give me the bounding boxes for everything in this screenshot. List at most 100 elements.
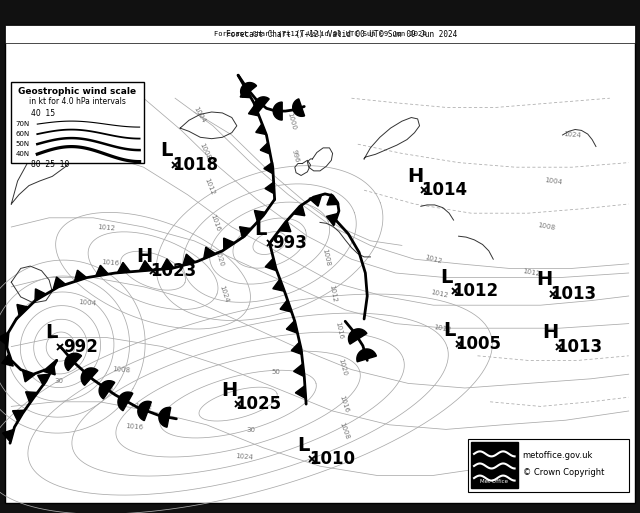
- Text: Forecast Chart (T+12) Valid 00 UTC Sun 09 Jun 2024: Forecast Chart (T+12) Valid 00 UTC Sun 0…: [225, 30, 457, 38]
- Polygon shape: [260, 143, 270, 154]
- Text: 1008: 1008: [113, 366, 131, 373]
- Text: 1008: 1008: [338, 421, 350, 440]
- Text: in kt for 4.0 hPa intervals: in kt for 4.0 hPa intervals: [29, 96, 126, 106]
- Polygon shape: [99, 381, 115, 399]
- Polygon shape: [241, 83, 257, 97]
- Polygon shape: [273, 102, 282, 120]
- Text: L: L: [255, 220, 267, 239]
- Polygon shape: [65, 353, 81, 370]
- Polygon shape: [3, 429, 14, 442]
- Polygon shape: [348, 329, 367, 344]
- Text: 30: 30: [54, 378, 63, 384]
- Polygon shape: [357, 349, 376, 362]
- Polygon shape: [118, 392, 133, 411]
- Polygon shape: [239, 227, 252, 238]
- Polygon shape: [292, 99, 305, 116]
- Text: 1020: 1020: [337, 358, 348, 377]
- Text: Met Office: Met Office: [481, 479, 508, 484]
- Text: L: L: [160, 142, 172, 161]
- Text: L: L: [45, 323, 58, 342]
- Text: H: H: [536, 270, 552, 289]
- Bar: [471, 442, 518, 488]
- Polygon shape: [53, 277, 66, 288]
- Polygon shape: [26, 392, 38, 403]
- Text: 996: 996: [290, 148, 300, 163]
- Polygon shape: [273, 279, 284, 291]
- Text: 50N: 50N: [15, 141, 29, 147]
- Polygon shape: [286, 321, 298, 333]
- Text: 1012: 1012: [97, 224, 115, 232]
- Text: 1008: 1008: [321, 247, 331, 266]
- Text: © Crown Copyright: © Crown Copyright: [523, 468, 604, 478]
- Polygon shape: [183, 254, 195, 265]
- Text: 1018: 1018: [172, 156, 218, 174]
- Text: 1012: 1012: [328, 284, 337, 303]
- Polygon shape: [264, 162, 273, 174]
- Text: L: L: [440, 268, 452, 287]
- Text: 1005: 1005: [456, 336, 502, 353]
- Text: Geostrophic wind scale: Geostrophic wind scale: [19, 87, 136, 95]
- Text: L: L: [444, 321, 456, 340]
- Text: Forecast Chart (T+12) Valid 00 UTC Sun 09 Jun 2024: Forecast Chart (T+12) Valid 00 UTC Sun 0…: [214, 31, 426, 37]
- Polygon shape: [204, 247, 216, 259]
- Polygon shape: [255, 97, 269, 113]
- Text: 1023: 1023: [150, 262, 196, 280]
- Text: H: H: [136, 247, 152, 266]
- Polygon shape: [295, 386, 306, 399]
- Text: 40N: 40N: [15, 151, 29, 157]
- Text: 993: 993: [272, 234, 307, 252]
- Polygon shape: [13, 410, 24, 421]
- Polygon shape: [74, 270, 86, 282]
- Text: 1008: 1008: [538, 223, 556, 231]
- Polygon shape: [293, 204, 305, 216]
- Text: 1012: 1012: [430, 289, 449, 299]
- Text: 1014: 1014: [421, 181, 467, 199]
- Bar: [5, 25, 635, 43]
- Polygon shape: [95, 265, 108, 276]
- Polygon shape: [17, 304, 29, 316]
- Polygon shape: [280, 300, 292, 312]
- Text: 1016: 1016: [102, 259, 120, 266]
- Text: 80  25  10: 80 25 10: [31, 160, 70, 169]
- Text: 1013: 1013: [550, 285, 596, 303]
- Text: 50: 50: [271, 369, 280, 375]
- Text: 1016: 1016: [209, 213, 221, 232]
- Text: H: H: [542, 323, 559, 342]
- Text: H: H: [407, 167, 423, 186]
- Text: 1012: 1012: [522, 268, 540, 278]
- Text: 1010: 1010: [310, 450, 355, 468]
- Bar: [468, 439, 628, 491]
- Polygon shape: [279, 221, 291, 232]
- Polygon shape: [294, 364, 304, 377]
- Polygon shape: [81, 368, 98, 385]
- Text: 1012: 1012: [452, 282, 499, 301]
- Bar: [12, 82, 143, 163]
- Text: 60N: 60N: [15, 131, 29, 137]
- Text: 1013: 1013: [556, 338, 602, 356]
- Polygon shape: [44, 363, 55, 375]
- Text: 1024: 1024: [218, 284, 229, 303]
- Text: 1020: 1020: [214, 248, 225, 267]
- Polygon shape: [0, 332, 8, 345]
- Polygon shape: [240, 88, 251, 97]
- Text: 1004: 1004: [192, 105, 206, 124]
- Text: 30: 30: [246, 427, 255, 433]
- Text: 1012: 1012: [134, 403, 153, 410]
- Text: 1016: 1016: [125, 423, 143, 431]
- Polygon shape: [22, 370, 35, 382]
- Text: 1012: 1012: [204, 177, 216, 196]
- Text: L: L: [297, 436, 310, 455]
- Text: 1008: 1008: [198, 142, 211, 161]
- Polygon shape: [327, 194, 339, 205]
- Text: 1016: 1016: [334, 321, 344, 340]
- Text: 1000: 1000: [287, 112, 297, 131]
- Polygon shape: [138, 401, 151, 421]
- Polygon shape: [161, 259, 174, 269]
- Polygon shape: [265, 182, 275, 194]
- Polygon shape: [256, 124, 266, 134]
- Polygon shape: [265, 258, 276, 271]
- Text: 1004: 1004: [77, 299, 96, 307]
- Polygon shape: [159, 407, 171, 427]
- Text: H: H: [221, 381, 237, 400]
- Polygon shape: [291, 342, 303, 354]
